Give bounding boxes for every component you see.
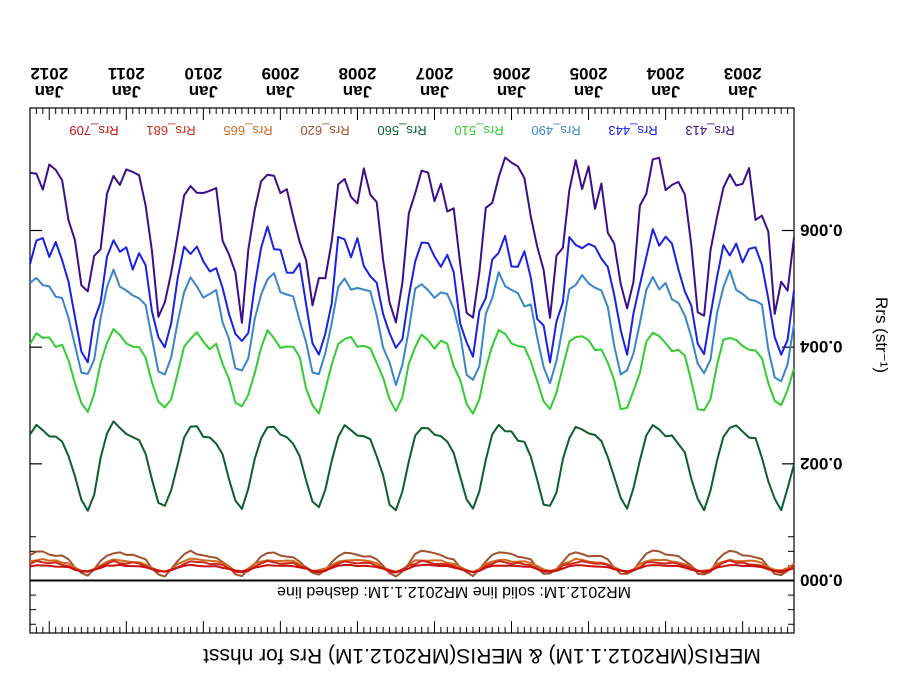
x-tick-year: 2009 [261,64,299,83]
plot-frame [29,107,795,634]
x-tick-month: Jan [112,82,141,101]
chart-title: MERIS(MR2012.1.1M) & MERIS(MR2012.1M) Rr… [203,644,761,667]
x-tick-month: Jan [728,82,757,101]
legend-entry-rrs-681: Rrs_681 [146,123,195,138]
x-tick-year: 2004 [646,64,684,83]
legend-entry-rrs-709: Rrs_709 [69,123,118,138]
x-tick-year: 2006 [493,64,531,83]
series-line-rrs-560 [29,420,795,512]
y-tick-label: 0.002 [800,454,843,473]
x-tick-month: Jan [35,82,64,101]
line-style-note: MR2012.1M: solid line MR2012.1.1M: dashe… [277,583,631,600]
x-tick-month: Jan [574,82,603,101]
x-tick-month: Jan [266,82,295,101]
y-tick-label: 0.004 [799,337,842,356]
series-line-rrs-443 [29,225,795,364]
x-tick-month: Jan [497,82,526,101]
legend-entry-rrs-560: Rrs_560 [377,123,426,138]
y-axis-label: Rrs (str⁻¹) [872,297,891,373]
legend-entry-rrs-510: Rrs_510 [454,123,503,138]
axes-group: 0.0000.0020.0040.006Jan2003Jan2004Jan200… [29,64,843,634]
legend-entry-rrs-620: Rrs_620 [300,123,349,138]
series-lines [29,156,795,578]
series-line-rrs-490 [29,268,795,387]
series-line-rrs-510 [29,328,795,415]
x-tick-month: Jan [651,82,680,101]
x-tick-year: 2008 [339,64,377,83]
x-tick-year: 2005 [570,64,608,83]
x-tick-year: 2010 [184,64,222,83]
legend-entry-rrs-490: Rrs_490 [531,123,580,138]
chart-text: MERIS(MR2012.1.1M) & MERIS(MR2012.1M) Rr… [203,297,891,667]
x-tick-month: Jan [343,82,372,101]
series-line-rrs-709 [29,563,795,573]
x-tick-month: Jan [420,82,449,101]
y-tick-label: 0.006 [800,221,843,240]
series-line-rrs-620 [29,549,795,578]
x-tick-year: 2007 [416,64,454,83]
legend-entry-rrs-443: Rrs_443 [608,123,657,138]
x-tick-year: 2011 [108,64,145,83]
y-tick-label: 0.000 [800,571,843,590]
x-tick-month: Jan [189,82,218,101]
x-tick-year: 2003 [724,64,762,83]
x-tick-year: 2012 [30,64,68,83]
series-line-rrs-413 [29,156,795,324]
legend-entry-rrs-413: Rrs_413 [685,123,734,138]
legend-entry-rrs-665: Rrs_665 [223,123,272,138]
